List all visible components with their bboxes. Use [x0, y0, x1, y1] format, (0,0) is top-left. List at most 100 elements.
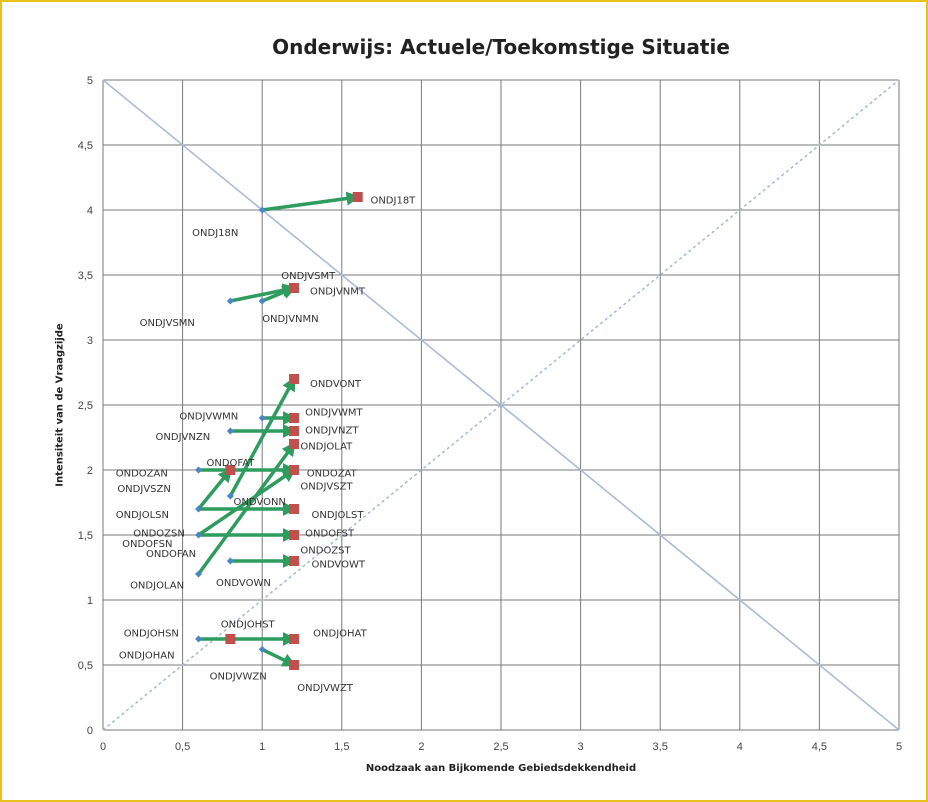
point-label: ONDJVSZN [117, 484, 171, 495]
future-point [289, 374, 300, 384]
current-point [195, 635, 203, 643]
x-axis-label: Noodzaak aan Bijkomende Gebiedsdekkendhe… [365, 763, 637, 774]
point-label: ONDOZST [300, 545, 351, 556]
y-tick-label: 1 [87, 595, 93, 607]
current-point [195, 570, 203, 578]
point-label: ONDJOHAT [313, 629, 367, 640]
current-point [195, 466, 203, 474]
point-label: ONDJOLAN [130, 580, 184, 591]
x-tick-label: 1 [259, 741, 265, 753]
point-label: ONDVOWN [216, 578, 271, 589]
point-label: ONDJVSMT [281, 271, 336, 282]
point-label: ONDJOLAT [300, 441, 353, 452]
point-label: ONDJOHST [221, 619, 276, 630]
future-point [225, 634, 236, 644]
future-point [289, 465, 300, 475]
future-point [289, 413, 300, 423]
point-label: ONDJVSMN [140, 318, 195, 329]
point-label: ONDJVWMT [305, 408, 363, 419]
chart-title: Onderwijs: Actuele/Toekomstige Situatie [272, 35, 730, 59]
x-tick-label: 3 [578, 741, 584, 753]
change-arrow [261, 647, 297, 667]
x-tick-label: 0,5 [175, 741, 190, 753]
tick-labels: 0 0,5 1 1,5 2 2,5 3 3,5 4 4,5 5 0 0,5 1 1,5 2 2,5 3 3,5 4 4,… [78, 75, 902, 753]
y-tick-label: 1,5 [78, 530, 93, 542]
y-tick-label: 2,5 [78, 400, 93, 412]
x-tick-label: 5 [896, 741, 902, 753]
point-label: ONDJVSZT [300, 482, 353, 493]
point-label: ONDJ18N [192, 228, 238, 239]
points [195, 192, 363, 670]
current-point [195, 505, 203, 513]
future-point [289, 634, 300, 644]
current-point [226, 427, 234, 435]
change-arrow [228, 376, 296, 497]
arrows [197, 191, 361, 667]
future-point [289, 439, 300, 449]
point-label: ONDOFST [305, 528, 355, 539]
current-point [258, 414, 266, 422]
point-label: ONDVONN [234, 497, 286, 508]
future-point [289, 504, 300, 514]
future-point [289, 283, 300, 293]
point-labels: ONDJ18T ONDJ18N ONDJVSMT ONDJVNMT ONDJVSMN ON… [116, 196, 416, 694]
point-label: ONDJVNMT [310, 287, 366, 298]
point-label: ONDJOLSN [116, 510, 169, 521]
diagonal-solid-line [102, 79, 900, 731]
point-label: ONDJ18T [370, 196, 416, 207]
change-arrow [197, 467, 233, 511]
current-point [258, 645, 266, 653]
x-tick-label: 0 [100, 741, 106, 753]
point-label: ONDJVNZN [156, 432, 211, 443]
point-label: ONDJVWZN [210, 671, 267, 682]
y-tick-label: 0,5 [78, 660, 93, 672]
current-point [258, 206, 266, 214]
point-label: ONDOFSN [122, 539, 172, 550]
x-tick-label: 4,5 [812, 741, 827, 753]
x-tick-label: 3,5 [653, 741, 668, 753]
change-arrow [261, 285, 297, 303]
y-tick-label: 3,5 [78, 270, 93, 282]
point-label: ONDJOHAN [119, 651, 175, 662]
point-label: ONDOFAN [146, 549, 196, 560]
x-tick-label: 2,5 [493, 741, 508, 753]
y-tick-label: 0 [87, 725, 93, 737]
current-point [226, 492, 234, 500]
point-label: ONDOZSN [133, 528, 185, 539]
change-arrow [197, 468, 297, 537]
current-point [226, 297, 234, 305]
point-label: ONDOZAT [307, 469, 358, 480]
reference-lines [102, 79, 900, 731]
future-point [352, 192, 363, 202]
x-tick-label: 1,5 [334, 741, 349, 753]
current-point [258, 297, 266, 305]
point-label: ONDVONT [310, 379, 362, 390]
y-tick-label: 4 [87, 205, 93, 217]
y-tick-label: 3 [87, 335, 93, 347]
y-tick-label: 4,5 [78, 140, 93, 152]
future-point [289, 426, 300, 436]
point-label: ONDJOLST [312, 510, 365, 521]
point-label: ONDVOWT [312, 560, 366, 571]
grid [102, 79, 900, 731]
x-tick-label: 2 [418, 741, 424, 753]
x-tick-label: 4 [737, 741, 743, 753]
current-point [195, 531, 203, 539]
future-point [289, 660, 300, 670]
point-label: ONDJVNMN [262, 314, 318, 325]
point-label: ONDJVWMN [179, 411, 238, 422]
point-label: ONDOFAT [206, 458, 255, 469]
y-tick-label: 5 [87, 75, 93, 87]
point-label: ONDOZAN [116, 469, 168, 480]
change-arrow [261, 191, 361, 212]
future-point [289, 530, 300, 540]
future-point [225, 465, 236, 475]
point-label: ONDJVWZT [297, 683, 354, 694]
y-tick-label: 2 [87, 465, 93, 477]
point-label: ONDJOHSN [124, 629, 179, 640]
future-point [289, 556, 300, 566]
point-label: ONDJVNZT [305, 426, 359, 437]
current-point [226, 557, 234, 565]
